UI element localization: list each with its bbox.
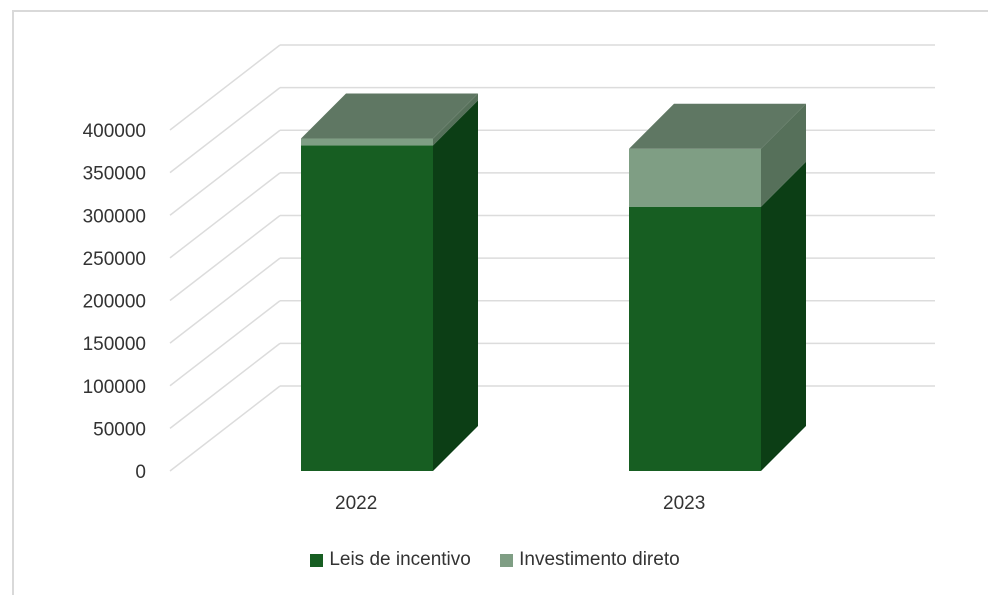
y-tick-label: 200000: [83, 292, 146, 313]
x-tick-label: 2023: [663, 493, 705, 514]
legend-swatch-investimento: [500, 553, 514, 567]
y-tick-label: 50000: [93, 419, 146, 440]
bar-2023-series-1: [629, 148, 761, 207]
legend-swatch-leis: [310, 553, 324, 567]
legend-label-leis: Leis de incentivo: [329, 549, 471, 570]
gridline-diagonal: [169, 44, 281, 131]
gridline-diagonal: [169, 300, 281, 387]
bar-side-2022-series-0: [433, 100, 478, 471]
gridline-diagonal: [169, 87, 281, 174]
legend-label-investimento: Investimento direto: [519, 549, 680, 570]
legend-item-leis: Leis de incentivo: [310, 549, 471, 571]
bar-side-2023-series-1: [761, 103, 806, 207]
gridline-diagonal: [169, 257, 281, 344]
chart-frame: [12, 10, 988, 595]
y-tick-label: 300000: [83, 206, 146, 227]
y-tick-label: 100000: [83, 377, 146, 398]
legend-item-investimento: Investimento direto: [500, 549, 680, 571]
y-tick-label: 350000: [83, 164, 146, 185]
gridline-diagonal: [169, 172, 281, 259]
legend: Leis de incentivo Investimento direto: [0, 549, 990, 573]
y-tick-label: 250000: [83, 249, 146, 270]
bar-top-2023: [629, 103, 806, 149]
bar-top-2022: [301, 93, 478, 139]
bar-side-2022-series-1: [433, 93, 478, 146]
bar-2023-series-0: [629, 206, 761, 471]
bar-2022-series-1: [301, 138, 433, 146]
gridline-diagonal: [169, 342, 281, 429]
y-tick-label: 150000: [83, 334, 146, 355]
gridline-diagonal: [169, 129, 281, 216]
y-tick-label: 0: [135, 462, 146, 483]
gridline-diagonal: [169, 214, 281, 302]
x-tick-label: 2022: [335, 493, 377, 514]
bar-side-2023-series-0: [761, 161, 806, 471]
bar-2022-series-0: [301, 145, 433, 471]
gridline-diagonal: [169, 385, 281, 472]
y-tick-label: 400000: [83, 121, 146, 142]
